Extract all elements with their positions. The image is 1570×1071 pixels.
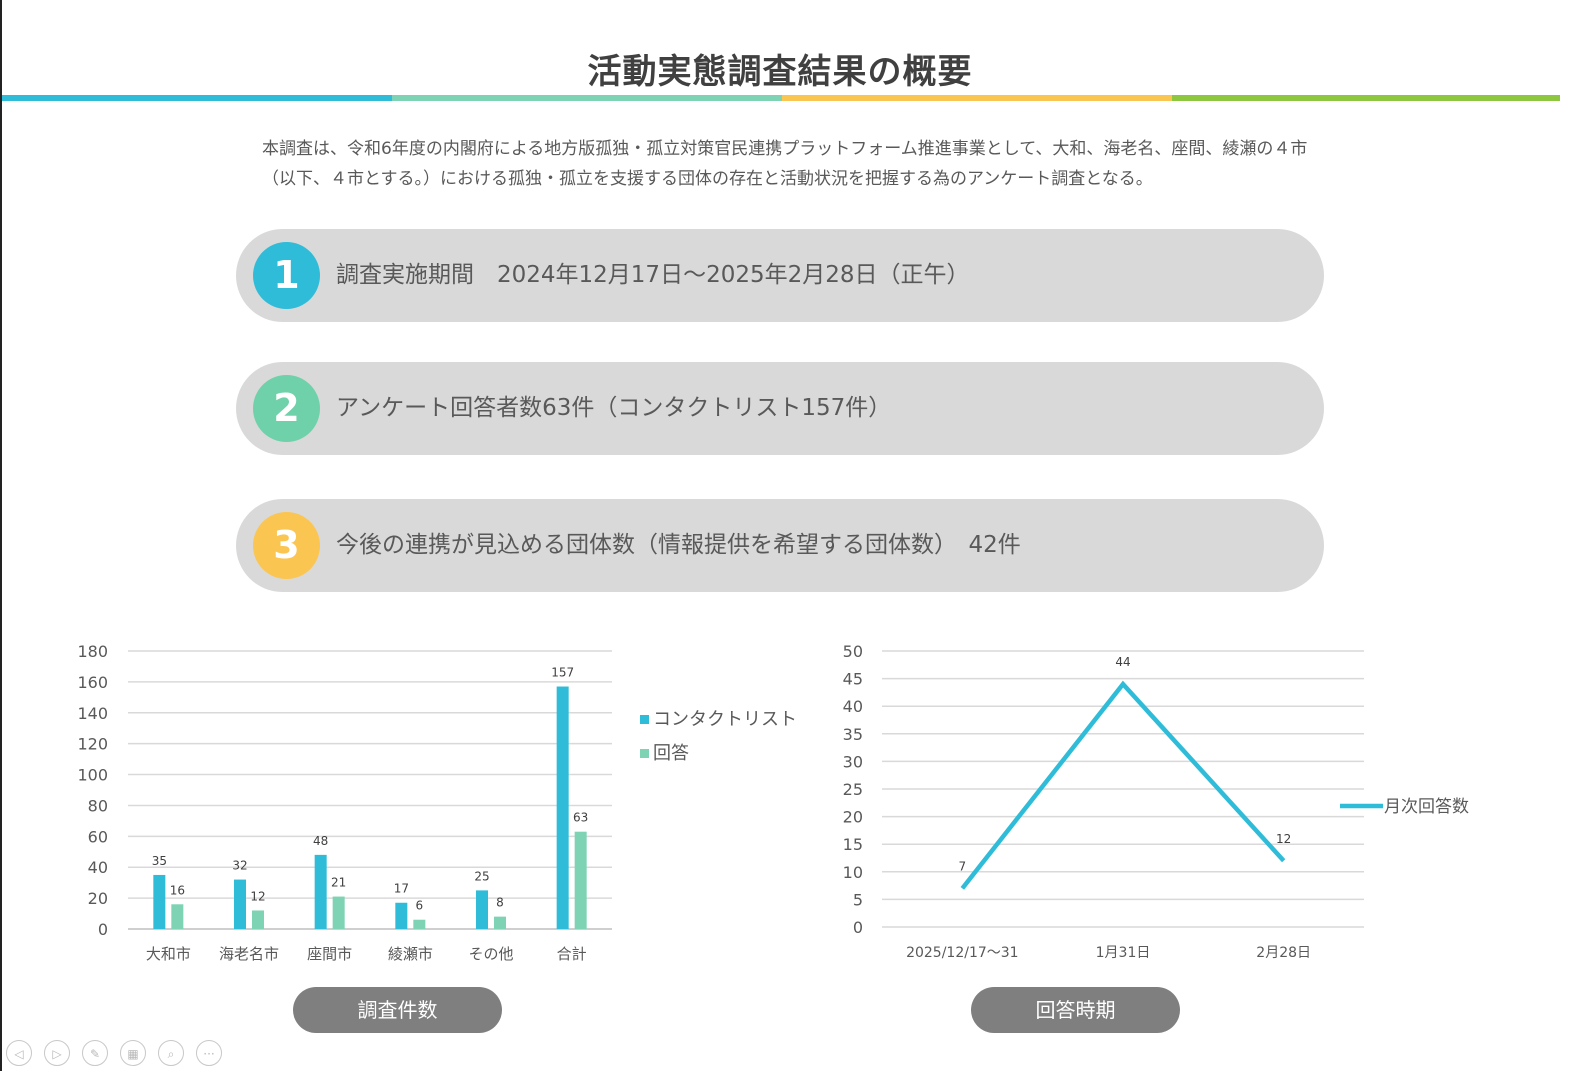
y-tick-label: 40 [843,697,863,716]
y-tick-label: 60 [88,827,108,846]
x-tick-label: 座間市 [307,945,352,963]
bar [252,910,264,929]
line-chart-caption: 回答時期 [971,987,1180,1033]
bar [153,874,166,929]
legend-swatch [640,715,649,724]
x-tick-label: その他 [468,945,513,963]
y-tick-label: 100 [77,766,108,785]
number-badge-3: 3 [253,512,320,579]
data-label: 8 [496,896,504,910]
response-timing-line-chart: 0 5 10 15 20 25 30 35 40 45 50 2025/12/17～31 1月31日 2月… [820,630,1520,980]
y-tick-label: 0 [98,920,108,939]
bar [556,686,569,929]
y-tick-label: 0 [853,918,863,937]
y-tick-label: 180 [77,642,108,661]
y-tick-label: 30 [843,752,863,771]
zoom-icon[interactable]: ⌕ [158,1040,184,1066]
y-tick-label: 80 [88,796,108,815]
x-tick-label: 合計 [557,945,587,963]
bar [494,916,506,929]
x-tick-label: 1月31日 [1096,945,1151,961]
data-label: 17 [394,882,409,896]
y-tick-label: 10 [843,863,863,882]
title-stripe-segment [2,95,392,101]
summary-item-2: 2 アンケート回答者数63件（コンタクトリスト157件） [236,362,1324,455]
x-tick-label: 海老名市 [219,945,279,963]
y-tick-label: 140 [77,704,108,723]
bar [234,879,246,929]
page-title: 活動実態調査結果の概要 [587,52,973,92]
bar [413,919,426,929]
data-label: 12 [1276,832,1291,846]
more-options-icon[interactable]: ··· [196,1040,222,1066]
summary-text-collaboration: 今後の連携が見込める団体数（情報提供を希望する団体数） 42件 [336,532,1021,558]
y-tick-label: 20 [88,889,108,908]
data-label: 21 [331,876,346,890]
x-tick-label: 大和市 [146,945,191,963]
survey-count-bar-chart: 0 20 40 60 80 100 120 140 160 180 大和市 35 16 海老名市 32 12 座… [60,630,820,980]
title-stripe-segment [392,95,782,101]
window-frame-left-edge [0,0,2,1071]
y-tick-label: 45 [843,670,863,689]
bar [332,896,345,929]
prev-slide-icon[interactable]: ◁ [6,1040,32,1066]
x-tick-label: 2月28日 [1256,945,1311,961]
summary-item-1: 1 調査実施期間 2024年12月17日～2025年2月28日（正午） [236,229,1324,322]
bar [476,890,488,929]
y-tick-label: 35 [843,725,863,744]
bar [314,854,327,929]
series-line [960,680,1286,890]
slides-grid-icon[interactable]: ▦ [120,1040,146,1066]
line-chart-svg: 0 5 10 15 20 25 30 35 40 45 50 2025/12/17～31 1月31日 2月… [843,642,1469,961]
data-label: 44 [1115,655,1130,669]
legend-swatch [640,749,649,758]
summary-text-survey-period: 調査実施期間 2024年12月17日～2025年2月28日（正午） [336,262,970,288]
data-label: 48 [313,834,328,848]
summary-item-3: 3 今後の連携が見込める団体数（情報提供を希望する団体数） 42件 [236,499,1324,592]
legend-label: コンタクトリスト [653,709,797,730]
data-label: 35 [152,854,167,868]
bar [171,904,184,929]
number-badge-2: 2 [253,375,320,442]
bar [395,902,408,929]
y-tick-label: 5 [853,890,863,909]
data-label: 63 [573,811,588,825]
bar [574,831,587,929]
data-label: 6 [416,899,424,913]
next-slide-icon[interactable]: ▷ [44,1040,70,1066]
pen-icon[interactable]: ✎ [82,1040,108,1066]
data-label: 157 [551,666,574,680]
y-tick-label: 40 [88,858,108,877]
data-label: 7 [959,859,967,873]
y-tick-label: 20 [843,808,863,827]
y-tick-label: 120 [77,735,108,754]
data-label: 12 [250,889,265,903]
legend-label: 月次回答数 [1384,797,1469,817]
bar-chart-caption: 調査件数 [293,987,502,1033]
y-tick-label: 15 [843,835,863,854]
bar-chart-svg: 0 20 40 60 80 100 120 140 160 180 大和市 35 16 海老名市 32 12 座… [77,642,797,963]
legend-label: 回答 [653,743,689,764]
data-label: 32 [232,859,247,873]
data-label: 16 [170,883,185,897]
x-tick-label: 綾瀬市 [388,945,433,963]
title-stripe-segment [782,95,1172,101]
y-tick-label: 25 [843,780,863,799]
x-tick-label: 2025/12/17～31 [906,945,1019,961]
number-badge-1: 1 [253,242,320,309]
y-tick-label: 50 [843,642,863,661]
intro-paragraph: 本調査は、令和6年度の内閣府による地方版孤独・孤立対策官民連携プラットフォーム推… [262,139,1308,189]
title-stripe-segment [1172,95,1560,101]
data-label: 25 [474,869,489,883]
summary-text-respondents: アンケート回答者数63件（コンタクトリスト157件） [336,395,892,421]
y-tick-label: 160 [77,673,108,692]
